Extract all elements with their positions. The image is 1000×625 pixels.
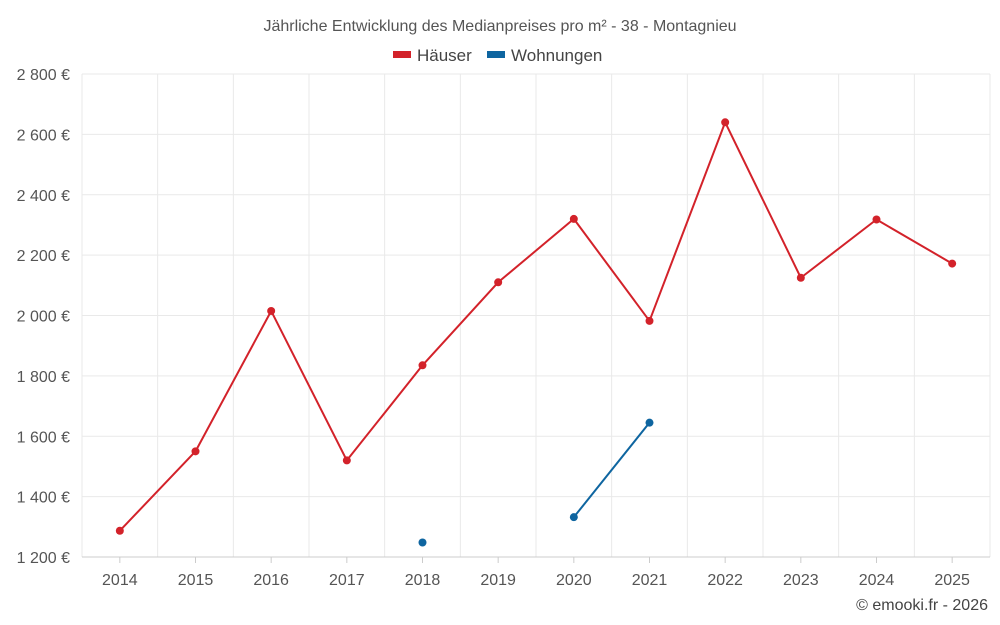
y-tick-label: 1 600 € <box>17 429 70 446</box>
x-tick-label: 2019 <box>480 572 516 589</box>
x-tick-label: 2017 <box>329 572 365 589</box>
data-point <box>191 447 200 456</box>
y-tick-label: 1 800 € <box>17 369 70 386</box>
y-tick-label: 2 400 € <box>17 188 70 205</box>
x-tick-label: 2025 <box>934 572 970 589</box>
x-axis: 2014 2015 2016 2017 2018 2019 2020 2021 2022 2023… <box>82 556 990 589</box>
data-point <box>796 273 805 282</box>
x-tick-label: 2020 <box>556 572 592 589</box>
y-tick-label: 2 000 € <box>17 309 70 326</box>
credit-text: © emooki.fr - 2026 <box>856 597 988 614</box>
legend: Häuser Wohnungen <box>393 46 602 65</box>
data-point <box>645 418 654 427</box>
x-tick-label: 2021 <box>632 572 668 589</box>
data-point <box>418 538 427 547</box>
data-point <box>494 278 503 287</box>
grid <box>81 73 991 557</box>
legend-label: Wohnungen <box>511 46 602 65</box>
x-tick-label: 2014 <box>102 572 138 589</box>
data-point <box>115 526 124 535</box>
y-tick-label: 2 600 € <box>17 127 70 144</box>
y-axis: 1 200 € 1 400 € 1 600 € 1 800 € 2 000 € 2 200… <box>17 67 70 567</box>
legend-label: Häuser <box>417 46 472 65</box>
series-line <box>573 422 651 518</box>
x-tick-label: 2022 <box>707 572 743 589</box>
data-point <box>267 306 276 315</box>
legend-item: Häuser <box>393 46 472 65</box>
data-point <box>872 215 881 224</box>
x-tick-label: 2015 <box>178 572 214 589</box>
series-layer <box>115 118 957 547</box>
data-point <box>645 316 654 325</box>
y-tick-label: 1 200 € <box>17 550 70 567</box>
y-tick-label: 2 200 € <box>17 248 70 265</box>
data-point <box>569 214 578 223</box>
legend-swatch <box>393 51 411 58</box>
data-point <box>721 118 730 127</box>
y-tick-label: 1 400 € <box>17 490 70 507</box>
legend-swatch <box>487 51 505 58</box>
series-1 <box>418 418 654 547</box>
legend-item: Wohnungen <box>487 46 602 65</box>
data-point <box>418 361 427 370</box>
x-tick-label: 2024 <box>859 572 895 589</box>
y-tick-label: 2 800 € <box>17 67 70 84</box>
x-tick-label: 2016 <box>253 572 289 589</box>
data-point <box>569 513 578 522</box>
series-line <box>119 121 953 532</box>
series-0 <box>115 118 957 535</box>
data-point <box>948 259 957 268</box>
chart-title: Jährliche Entwicklung des Medianpreises … <box>263 18 736 35</box>
data-point <box>342 456 351 465</box>
x-tick-label: 2023 <box>783 572 819 589</box>
x-tick-label: 2018 <box>405 572 441 589</box>
